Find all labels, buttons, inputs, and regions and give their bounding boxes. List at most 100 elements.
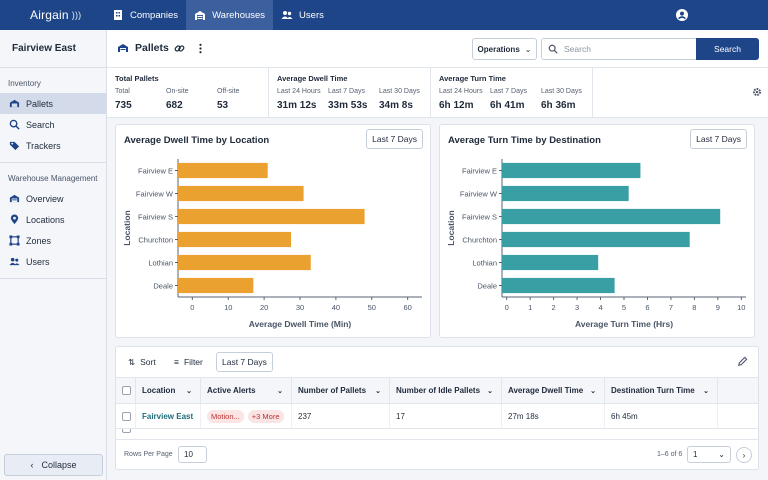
sort-icon: ⇅ — [128, 356, 136, 367]
stat-value: 6h 36m — [541, 100, 576, 111]
search-icon — [9, 119, 20, 130]
y-tick-label: Fairview S — [462, 213, 497, 222]
average-dwell-time-stat: Average Dwell Time Last 24 Hours 31m 12s … — [269, 68, 431, 118]
sidebar-item-users[interactable]: Users — [0, 251, 106, 272]
bar-fairview-e — [178, 162, 268, 179]
y-axis-title: Location — [446, 210, 456, 245]
stat-label: Last 24 Hours — [439, 88, 483, 95]
sidebar-item-trackers[interactable]: Trackers — [0, 135, 106, 156]
edit-pencil-icon[interactable] — [737, 356, 748, 367]
y-tick-label: Deale — [477, 282, 497, 291]
x-tick-label: 0 — [505, 303, 509, 312]
sidebar-divider — [0, 278, 106, 279]
topnav-users-label: Users — [299, 9, 324, 21]
y-tick-label: Churchton — [138, 236, 173, 245]
stat-value: 6h 41m — [490, 100, 525, 111]
search-placeholder: Search — [564, 44, 591, 54]
account-avatar-icon[interactable] — [676, 9, 688, 21]
filter-button[interactable]: ≡ Filter — [174, 352, 203, 372]
bar-deale — [178, 277, 254, 294]
pallet-icon — [118, 44, 128, 52]
x-axis-title: Average Dwell Time (Min) — [249, 319, 352, 329]
turn-time-chart-card: Average Turn Time by Destination Last 7 … — [439, 124, 755, 338]
chevron-down-icon: ⌄ — [718, 450, 725, 459]
sidebar-item-zones[interactable]: Zones — [0, 230, 106, 251]
link-icon[interactable] — [174, 43, 185, 54]
column-label: Average Dwell Time — [508, 386, 584, 395]
bar-churchton — [502, 231, 690, 248]
topnav-users[interactable]: Users — [273, 0, 332, 30]
chevron-down-icon: ⌄ — [375, 387, 381, 395]
stat-value: 735 — [115, 100, 132, 111]
x-tick-label: 10 — [737, 303, 745, 312]
column-label: Number of Pallets — [298, 386, 367, 395]
bar-deale — [502, 277, 615, 294]
rows-per-page-select[interactable]: 10 — [178, 446, 207, 463]
select-all-checkbox-cell — [116, 378, 136, 403]
y-axis-title: Location — [122, 210, 132, 245]
stat-label: Last 7 Days — [328, 88, 365, 95]
tag-icon — [9, 141, 20, 151]
stat-label: Last 30 Days — [541, 88, 582, 95]
bar-lothian — [502, 254, 599, 271]
search-input[interactable]: Search — [541, 38, 697, 60]
topnav-companies[interactable]: Companies — [104, 0, 186, 30]
pallet-icon — [9, 99, 20, 108]
bar-lothian — [178, 254, 311, 271]
operations-dropdown[interactable]: Operations ⌄ — [472, 38, 537, 60]
column-header-average-dwell-time[interactable]: Average Dwell Time ⌄ — [502, 378, 605, 403]
sidebar-item-pallets[interactable]: Pallets — [0, 93, 106, 114]
column-header-destination-turn-time[interactable]: Destination Turn Time ⌄ — [605, 378, 718, 403]
table-range-button[interactable]: Last 7 Days — [216, 352, 273, 372]
page-select[interactable]: 1 ⌄ — [687, 446, 731, 463]
column-header-location[interactable]: Location ⌄ — [136, 378, 201, 403]
dwell-range-button[interactable]: Last 7 Days — [366, 129, 423, 149]
sort-button[interactable]: ⇅ Sort — [128, 352, 156, 372]
topnav-warehouses[interactable]: Warehouses — [186, 0, 274, 30]
x-tick-label: 50 — [368, 303, 376, 312]
bar-fairview-w — [178, 185, 304, 202]
stat-label: Total — [115, 88, 130, 95]
collapse-sidebar-button[interactable]: ‹ Collapse — [4, 454, 103, 476]
sidebar-item-search[interactable]: Search — [0, 114, 106, 135]
app-logo[interactable]: Airgain ))) — [30, 8, 81, 22]
filter-icon: ≡ — [174, 357, 179, 367]
search-button[interactable]: Search — [696, 38, 759, 60]
next-page-button[interactable]: › — [736, 447, 752, 463]
x-tick-label: 1 — [528, 303, 532, 312]
y-tick-label: Fairview W — [136, 190, 174, 199]
table-row[interactable]: Fairview East Motion... +3 More 237 17 27… — [116, 404, 758, 429]
stat-label: Last 30 Days — [379, 88, 420, 95]
chevron-down-icon: ⌄ — [186, 387, 192, 395]
row-checkbox[interactable] — [122, 411, 131, 421]
column-label: Location — [142, 386, 176, 395]
turn-range-button[interactable]: Last 7 Days — [690, 129, 747, 149]
column-header-number-of-pallets[interactable]: Number of Pallets ⌄ — [292, 378, 390, 403]
chevron-down-icon: ⌄ — [524, 44, 532, 54]
select-all-checkbox[interactable] — [122, 386, 131, 395]
gear-icon[interactable] — [752, 87, 762, 97]
more-vertical-icon[interactable] — [195, 43, 206, 54]
table-header: Location ⌄ Active Alerts ⌄ Number of Palle… — [116, 377, 758, 404]
sidebar-divider — [0, 162, 106, 163]
column-header-idle-pallets[interactable]: Number of Idle Pallets ⌄ — [390, 378, 502, 403]
more-alerts-chip[interactable]: +3 More — [247, 409, 284, 423]
page-title-text: Pallets — [135, 42, 169, 54]
overview-icon — [9, 194, 20, 203]
locations-table-card: ⇅ Sort ≡ Filter Last 7 Days Location ⌄ Ac… — [115, 346, 759, 470]
stat-title: Average Dwell Time — [277, 74, 348, 83]
sidebar-item-overview[interactable]: Overview — [0, 188, 106, 209]
bar-churchton — [178, 231, 292, 248]
total-pallets-stat: Total Pallets Total 735 On-site 682 Off-si… — [107, 68, 269, 118]
y-tick-label: Fairview S — [138, 213, 173, 222]
alert-chip[interactable]: Motion... — [207, 409, 244, 423]
row-checkbox[interactable] — [122, 429, 131, 433]
dwell-time-bar-chart: Fairview E Fairview W Fairview S Churchton L… — [122, 159, 422, 329]
page-header: Pallets Operations ⌄ Search Search — [107, 30, 768, 68]
sidebar-item-locations[interactable]: Locations — [0, 209, 106, 230]
y-tick-label: Fairview E — [138, 167, 173, 176]
column-header-active-alerts[interactable]: Active Alerts ⌄ — [201, 378, 292, 403]
location-link[interactable]: Fairview East — [142, 411, 194, 421]
warehouse-icon — [195, 11, 206, 20]
sidebar-item-label: Overview — [26, 193, 64, 204]
